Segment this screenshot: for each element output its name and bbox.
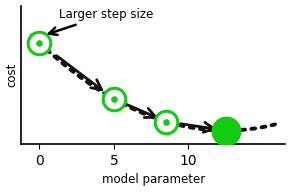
Point [164,120,168,123]
Point [111,97,116,100]
Point [164,120,168,123]
Point [111,97,116,100]
Point [37,41,42,44]
Y-axis label: cost: cost [6,63,19,87]
Point [37,41,42,44]
Point [223,129,228,132]
Text: Larger step size: Larger step size [49,8,154,35]
X-axis label: model parameter: model parameter [102,173,205,186]
